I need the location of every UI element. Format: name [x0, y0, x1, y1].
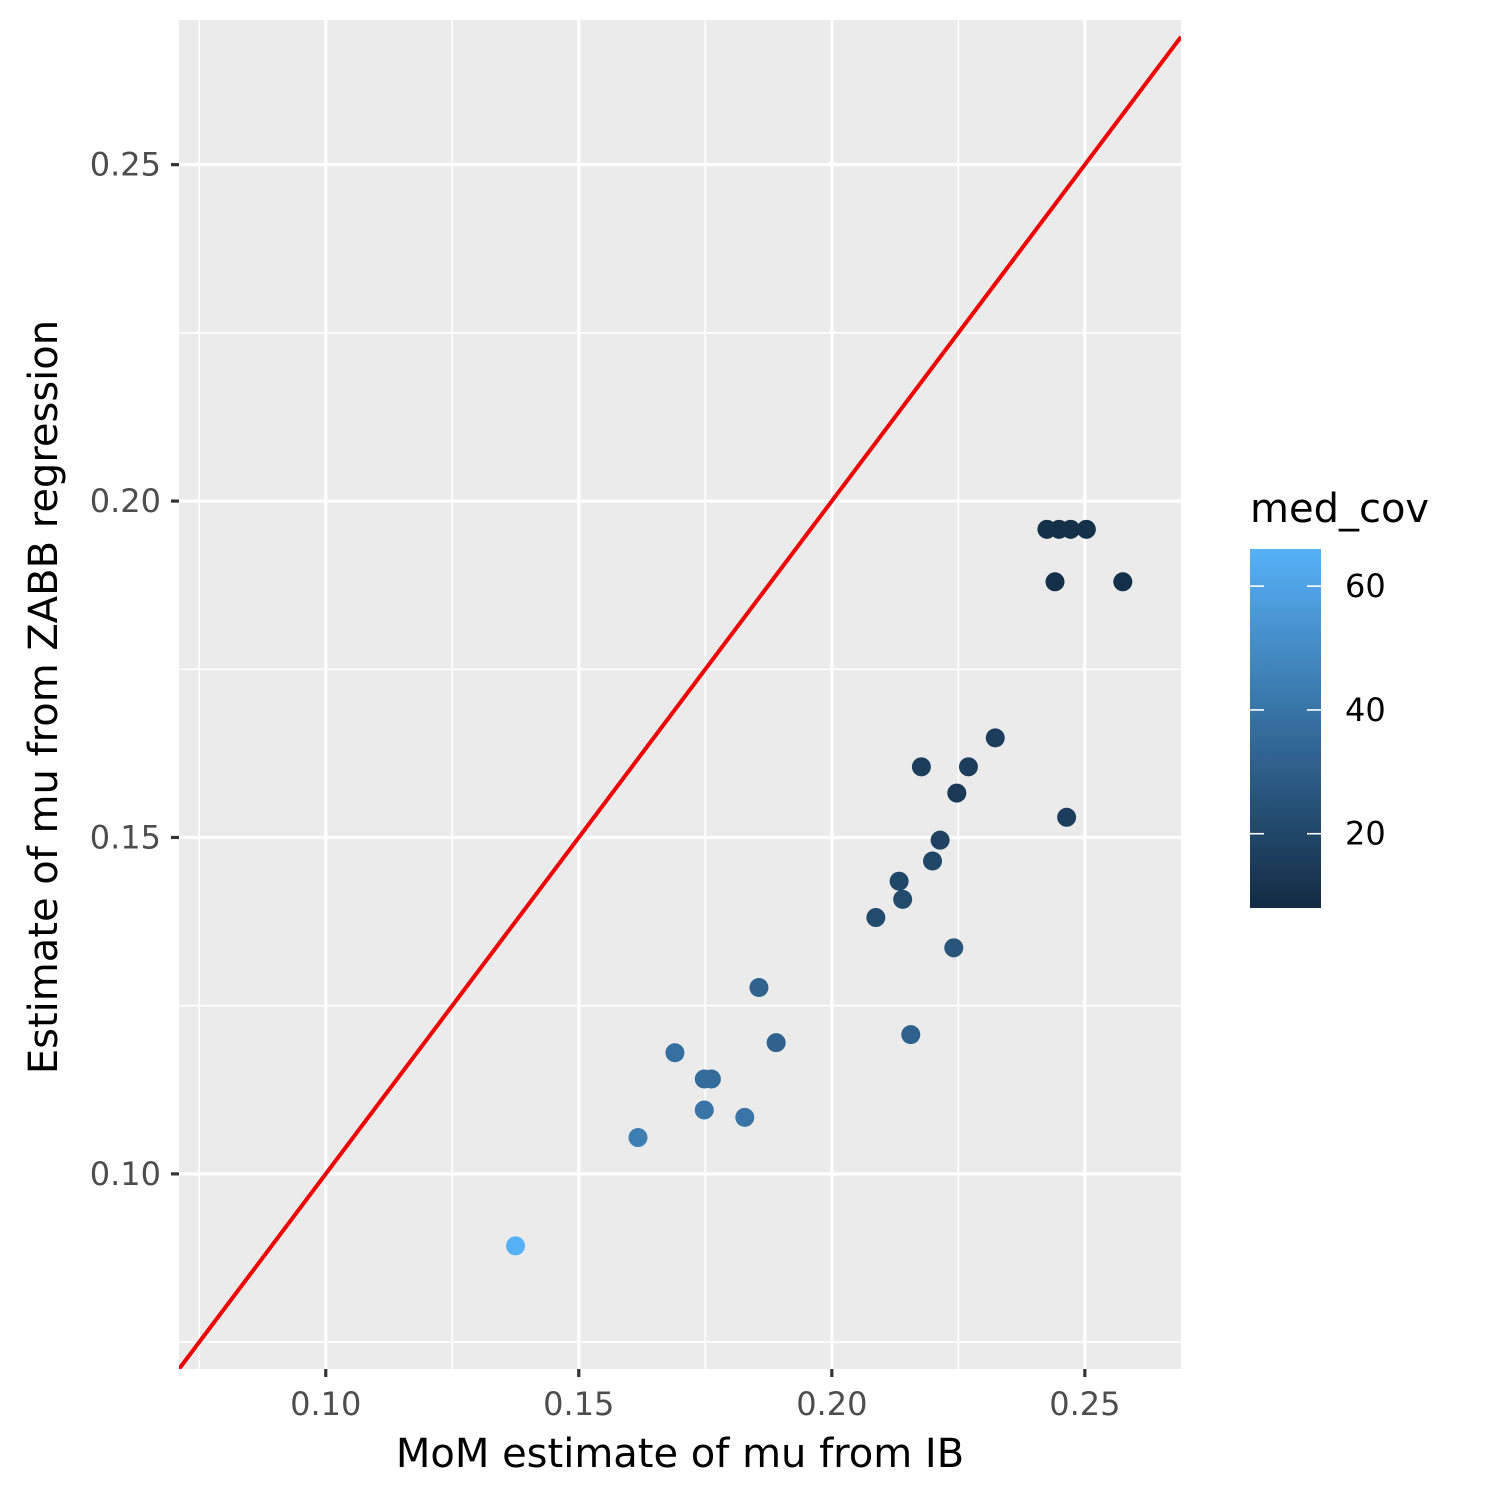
data-point [628, 1128, 648, 1148]
data-point [923, 851, 943, 871]
reference-line-layer [179, 35, 1181, 1369]
data-point [1057, 807, 1077, 827]
minor-gridlines [179, 20, 1181, 1369]
data-point [665, 1043, 685, 1063]
data-point [911, 757, 931, 777]
x-tick-label: 0.10 [290, 1385, 361, 1423]
data-point [901, 1025, 921, 1045]
legend: med_cov 20 40 60 [1250, 486, 1429, 908]
legend-ticks: 20 40 60 [1250, 567, 1386, 853]
data-point [930, 830, 950, 850]
data-point [893, 889, 913, 909]
data-point [947, 783, 967, 803]
major-gridlines [179, 20, 1181, 1369]
legend-tick-label: 60 [1345, 567, 1386, 605]
x-tick-label: 0.20 [796, 1385, 867, 1423]
x-tick-label: 0.25 [1049, 1385, 1120, 1423]
data-point [766, 1033, 786, 1053]
data-point [1113, 572, 1133, 592]
legend-colorbar [1250, 549, 1321, 908]
data-point [1045, 572, 1065, 592]
data-point [889, 871, 909, 891]
points-layer [506, 519, 1133, 1256]
data-point [1076, 519, 1096, 539]
data-point [506, 1236, 526, 1256]
data-point [944, 938, 964, 958]
legend-title: med_cov [1250, 486, 1429, 532]
y-tick-label: 0.25 [90, 146, 161, 184]
y-axis: 0.10 0.15 0.20 0.25 [90, 146, 179, 1193]
y-axis-title: Estimate of mu from ZABB regression [21, 320, 67, 1074]
y-tick-label: 0.15 [90, 818, 161, 856]
data-point [958, 757, 978, 777]
legend-tick-label: 40 [1345, 691, 1386, 729]
data-point [701, 1069, 721, 1089]
identity-reference-line [179, 35, 1181, 1369]
x-tick-label: 0.15 [543, 1385, 614, 1423]
y-tick-label: 0.10 [90, 1155, 161, 1193]
legend-tick-label: 20 [1345, 815, 1386, 853]
data-point [749, 978, 769, 998]
y-tick-label: 0.20 [90, 482, 161, 520]
data-point [694, 1100, 714, 1120]
data-point [866, 908, 886, 928]
data-point [985, 728, 1005, 748]
x-axis-title: MoM estimate of mu from IB [396, 1431, 964, 1477]
data-point [735, 1107, 755, 1127]
x-axis: 0.10 0.15 0.20 0.25 [290, 1369, 1120, 1423]
data-point [1061, 519, 1081, 539]
